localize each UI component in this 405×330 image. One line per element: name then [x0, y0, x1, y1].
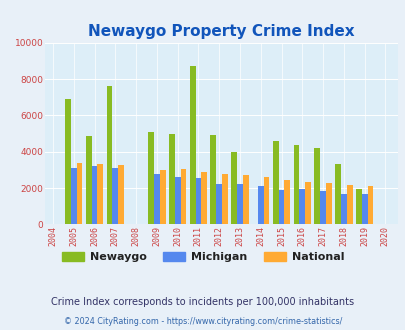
Title: Newaygo Property Crime Index: Newaygo Property Crime Index — [88, 24, 354, 39]
Bar — [334, 164, 340, 224]
Bar — [242, 176, 248, 224]
Bar — [85, 136, 92, 224]
Bar — [77, 163, 82, 224]
Bar — [118, 165, 124, 224]
Text: Crime Index corresponds to incidents per 100,000 inhabitants: Crime Index corresponds to incidents per… — [51, 297, 354, 307]
Legend: Newaygo, Michigan, National: Newaygo, Michigan, National — [57, 248, 348, 267]
Bar — [293, 146, 298, 224]
Bar — [189, 66, 195, 224]
Bar — [278, 190, 284, 224]
Bar — [231, 152, 237, 224]
Bar — [195, 178, 201, 224]
Bar — [340, 193, 346, 224]
Bar — [65, 99, 70, 224]
Bar — [298, 189, 305, 224]
Bar — [284, 180, 290, 224]
Bar — [257, 186, 263, 224]
Bar — [263, 177, 269, 224]
Bar — [107, 85, 112, 224]
Bar — [153, 175, 160, 224]
Bar — [160, 170, 165, 224]
Bar — [216, 183, 222, 224]
Bar — [305, 182, 310, 224]
Bar — [174, 177, 180, 224]
Bar — [272, 141, 278, 224]
Bar — [346, 185, 352, 224]
Bar — [355, 189, 361, 224]
Text: © 2024 CityRating.com - https://www.cityrating.com/crime-statistics/: © 2024 CityRating.com - https://www.city… — [64, 317, 341, 326]
Bar — [361, 194, 367, 224]
Bar — [168, 134, 174, 224]
Bar — [367, 186, 373, 224]
Bar — [92, 166, 97, 224]
Bar — [112, 168, 118, 224]
Bar — [148, 132, 153, 224]
Bar — [97, 164, 103, 224]
Bar — [237, 184, 242, 224]
Bar — [70, 168, 77, 224]
Bar — [180, 169, 186, 224]
Bar — [201, 172, 207, 224]
Bar — [313, 148, 320, 224]
Bar — [222, 174, 227, 224]
Bar — [320, 191, 325, 224]
Bar — [210, 135, 216, 224]
Bar — [325, 183, 331, 224]
